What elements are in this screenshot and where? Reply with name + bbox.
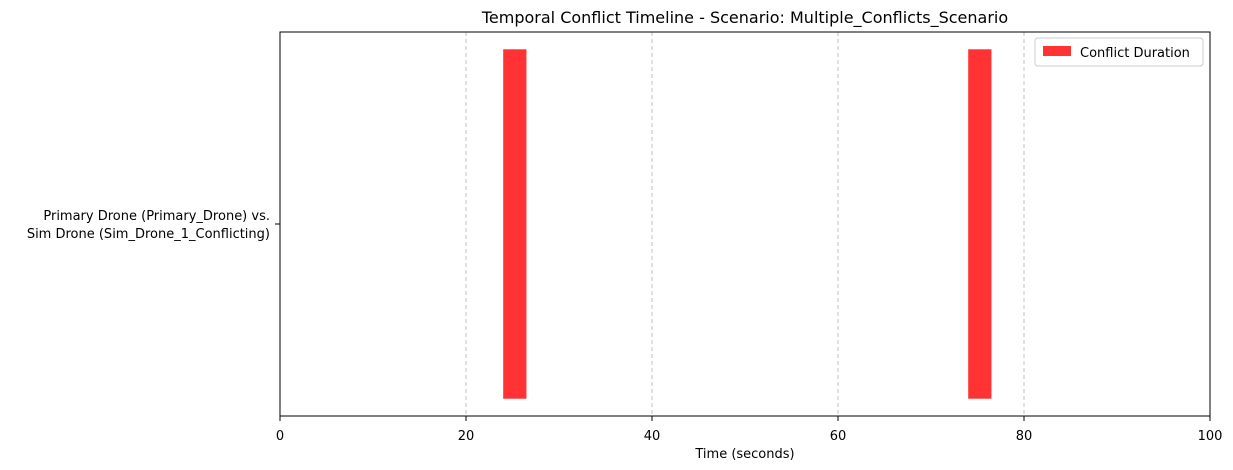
y-axis-categories: Primary Drone (Primary_Drone) vs. Sim Dro… — [27, 209, 280, 242]
legend-box — [1034, 37, 1204, 67]
y-category-label-line: Primary Drone (Primary_Drone) vs. — [43, 209, 270, 224]
plot-frame — [279, 31, 1211, 417]
y-category-label: Primary Drone (Primary_Drone) vs. Sim Dro… — [27, 209, 270, 242]
chart-title: Temporal Conflict Timeline - Scenario: M… — [481, 8, 1008, 28]
conflict-bars — [503, 49, 992, 399]
legend: Conflict Duration — [1034, 37, 1204, 67]
x-axis-label: Time (seconds) — [694, 447, 794, 462]
x-tick-label: 100 — [1198, 429, 1223, 444]
grid-lines — [465, 32, 1025, 416]
x-tick-label: 60 — [830, 429, 847, 444]
y-category-label-line: Sim Drone (Sim_Drone_1_Conflicting) — [27, 227, 270, 242]
legend-swatch — [1043, 46, 1071, 56]
x-axis-ticks: 0 20 40 60 80 100 — [276, 416, 1223, 444]
x-tick-label: 40 — [644, 429, 661, 444]
conflict-bar — [968, 49, 992, 399]
x-tick-label: 80 — [1016, 429, 1033, 444]
legend-label: Conflict Duration — [1080, 46, 1190, 61]
conflict-bar — [503, 49, 527, 399]
x-tick-label: 0 — [276, 429, 284, 444]
x-tick-label: 20 — [458, 429, 475, 444]
